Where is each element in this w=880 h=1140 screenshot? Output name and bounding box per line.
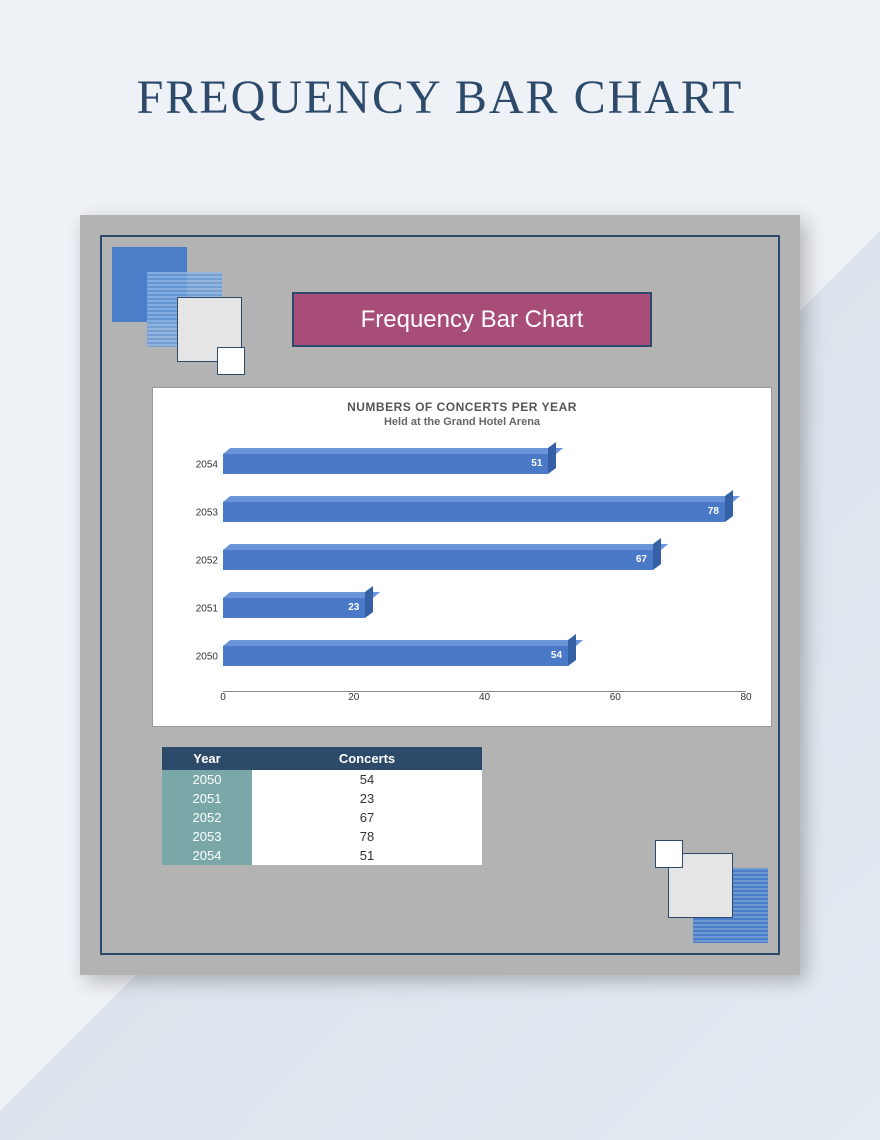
page-title: FREQUENCY BAR CHART xyxy=(0,0,880,125)
x-axis-tick: 40 xyxy=(479,692,490,703)
y-axis-label: 2053 xyxy=(178,508,218,519)
bar-value-label: 78 xyxy=(708,506,719,517)
table-row: 205451 xyxy=(162,846,482,865)
bar-row: 205267 xyxy=(223,544,746,578)
decoration-top-left xyxy=(112,247,262,377)
table-cell-value: 67 xyxy=(252,808,482,827)
table-header-concerts: Concerts xyxy=(252,747,482,770)
chart-panel: NUMBERS OF CONCERTS PER YEAR Held at the… xyxy=(152,387,772,727)
table-cell-value: 54 xyxy=(252,770,482,789)
bar: 51 xyxy=(223,448,556,474)
bar-value-label: 67 xyxy=(636,554,647,565)
bar: 23 xyxy=(223,592,373,618)
chart-title: NUMBERS OF CONCERTS PER YEAR xyxy=(153,388,771,414)
bar-row: 205123 xyxy=(223,592,746,626)
table-cell-year: 2052 xyxy=(162,808,252,827)
table-cell-value: 23 xyxy=(252,789,482,808)
decoration-bottom-right xyxy=(618,813,768,943)
table-cell-value: 78 xyxy=(252,827,482,846)
table-cell-year: 2051 xyxy=(162,789,252,808)
table-row: 205054 xyxy=(162,770,482,789)
table-row: 205378 xyxy=(162,827,482,846)
chart-plot-area: 205451 205378 205267 205123 205054 xyxy=(223,443,746,691)
bar-value-label: 54 xyxy=(551,650,562,661)
x-axis: 020406080 xyxy=(223,692,746,708)
bar-value-label: 23 xyxy=(348,602,359,613)
bar-row: 205451 xyxy=(223,448,746,482)
table-cell-year: 2053 xyxy=(162,827,252,846)
table-cell-year: 2054 xyxy=(162,846,252,865)
chart-badge: Frequency Bar Chart xyxy=(292,292,652,347)
table-row: 205123 xyxy=(162,789,482,808)
x-axis-tick: 0 xyxy=(220,692,226,703)
chart-subtitle: Held at the Grand Hotel Arena xyxy=(153,414,771,438)
bar: 78 xyxy=(223,496,733,522)
table-cell-value: 51 xyxy=(252,846,482,865)
bar: 67 xyxy=(223,544,661,570)
table-cell-year: 2050 xyxy=(162,770,252,789)
y-axis-label: 2052 xyxy=(178,556,218,567)
card-inner-frame: Frequency Bar Chart NUMBERS OF CONCERTS … xyxy=(100,235,780,955)
data-table: Year Concerts 20505420512320526720537820… xyxy=(162,747,482,865)
y-axis-label: 2050 xyxy=(178,652,218,663)
y-axis-label: 2054 xyxy=(178,460,218,471)
chart-card: Frequency Bar Chart NUMBERS OF CONCERTS … xyxy=(80,215,800,975)
table-header-year: Year xyxy=(162,747,252,770)
x-axis-tick: 60 xyxy=(610,692,621,703)
bar-row: 205378 xyxy=(223,496,746,530)
table-row: 205267 xyxy=(162,808,482,827)
x-axis-tick: 20 xyxy=(348,692,359,703)
bar-row: 205054 xyxy=(223,640,746,674)
bar-value-label: 51 xyxy=(531,458,542,469)
y-axis-label: 2051 xyxy=(178,604,218,615)
x-axis-tick: 80 xyxy=(740,692,751,703)
bar: 54 xyxy=(223,640,576,666)
